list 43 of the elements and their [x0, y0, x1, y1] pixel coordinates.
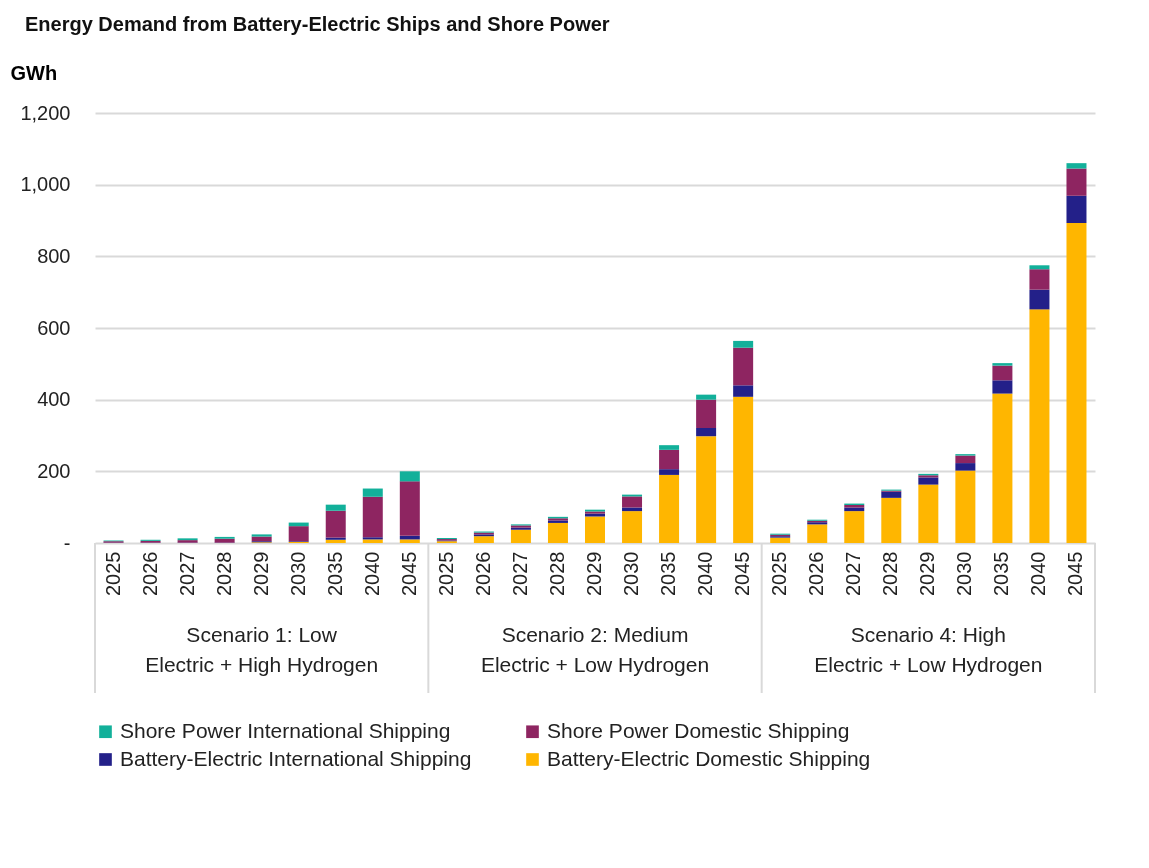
- legend-label: Shore Power Domestic Shipping: [547, 718, 850, 742]
- y-tick-label: 600: [37, 316, 71, 339]
- x-tick-label: 2040: [360, 551, 383, 596]
- y-tick-label: -: [63, 531, 71, 554]
- x-tick-label: 2029: [916, 551, 939, 596]
- legend-label: Battery-Electric Domestic Shipping: [547, 746, 871, 770]
- x-tick-label: 2026: [138, 551, 161, 596]
- x-tick-label: 2045: [731, 551, 754, 596]
- x-tick-label: 2027: [842, 551, 865, 596]
- x-tick-label: 2029: [583, 551, 605, 596]
- x-tick-label: 2045: [1064, 551, 1087, 596]
- x-tick-label: 2035: [323, 551, 346, 596]
- y-tick-label: 1,000: [20, 173, 71, 196]
- chart-title: Energy Demand from Battery-Electric Ships and Shore Power: [25, 13, 610, 35]
- x-tick-label: 2029: [249, 551, 272, 596]
- x-tick-label: 2040: [694, 551, 717, 596]
- y-axis-title: GWh: [10, 61, 58, 84]
- x-tick-label: 2027: [175, 551, 198, 596]
- y-tick-label: 200: [37, 459, 71, 482]
- x-tick-label: 2026: [805, 551, 828, 596]
- x-tick-label: 2040: [1027, 551, 1050, 596]
- y-tick-label: 1,200: [20, 101, 71, 124]
- x-tick-label: 2030: [620, 551, 643, 596]
- x-tick-label: 2027: [508, 551, 531, 596]
- x-tick-label: 2045: [397, 551, 420, 596]
- x-tick-label: 2028: [212, 551, 235, 596]
- text: Scenario 4: High Electric + Low Hydrogen: [814, 623, 1043, 676]
- text: Scenario 2: Medium Electric + Low Hydrogen: [480, 623, 710, 676]
- x-tick-label: 2035: [990, 551, 1013, 596]
- legend-label: Battery-Electric International Shipping: [120, 746, 472, 770]
- y-tick-label: 400: [37, 388, 71, 411]
- y-tick-label: 800: [37, 244, 71, 267]
- x-tick-label: 2035: [657, 551, 680, 596]
- x-tick-label: 2025: [101, 551, 124, 596]
- text: Scenario 1: Low Electric + High Hydrogen: [145, 623, 379, 676]
- x-tick-label: 2025: [768, 551, 791, 596]
- legend-label: Shore Power International Shipping: [120, 718, 451, 742]
- x-tick-label: 2028: [545, 551, 568, 596]
- x-tick-label: 2025: [434, 551, 457, 596]
- x-tick-label: 2026: [471, 551, 494, 596]
- x-tick-label: 2030: [286, 551, 309, 596]
- x-tick-label: 2030: [953, 551, 976, 596]
- x-tick-label: 2028: [879, 551, 902, 596]
